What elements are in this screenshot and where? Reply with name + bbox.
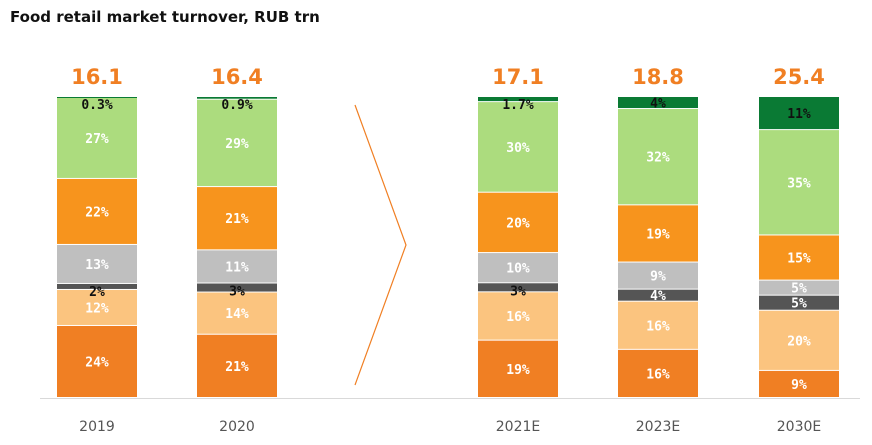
segment-label-2019-s6: 0.3% [81,98,112,113]
total-label-2020: 16.4 [211,65,263,89]
segment-label-2020-s6: 0.9% [221,98,252,113]
bar-segment-2019-s0 [57,325,137,397]
bar-segment-2020-s1 [197,292,277,334]
bar-segment-2023E-s3 [618,262,698,289]
bar-segment-2023E-s5 [618,109,698,205]
segment-label-2023E-s6: 4% [650,97,666,112]
bar-segment-2023E-s2 [618,289,698,301]
segment-label-2021E-s1: 16% [506,310,530,325]
segment-label-2021E-s0: 19% [506,363,530,378]
segment-label-2020-s2: 3% [229,285,245,300]
segment-label-2020-s0: 21% [225,360,249,375]
segment-label-2023E-s3: 9% [650,270,666,285]
segment-label-2020-s3: 11% [225,260,249,275]
segment-label-2023E-s1: 16% [646,319,670,334]
total-label-2021E: 17.1 [492,65,544,89]
bar-segment-2021E-s5 [478,102,558,192]
segment-label-2019-s3: 13% [85,258,109,273]
segment-label-2020-s1: 14% [225,307,249,322]
bar-segment-2020-s4 [197,187,277,250]
category-label-2023E: 2023E [636,419,680,435]
bar-segment-2020-s5 [197,99,277,187]
segment-label-2023E-s0: 16% [646,367,670,382]
segment-label-2023E-s2: 4% [650,289,666,304]
bar-segment-2019-s5 [57,97,137,178]
forecast-arrow [354,104,407,386]
total-label-2019: 16.1 [71,65,123,89]
segment-label-2030E-s6: 11% [787,107,811,122]
bar-segment-2023E-s6 [618,97,698,109]
segment-label-2019-s1: 12% [85,301,109,316]
segment-label-2019-s4: 22% [85,205,109,220]
bar-segment-2021E-s1 [478,292,558,340]
bar-segment-2030E-s5 [759,130,839,235]
segment-label-2030E-s5: 35% [787,176,811,191]
bar-segment-2020-s6 [197,97,277,99]
chart-title: Food retail market turnover, RUB trn [10,8,320,26]
category-label-2020: 2020 [219,419,255,435]
bar-segment-2021E-s6 [478,97,558,102]
bar-segment-2030E-s1 [759,310,839,370]
bar-segment-2021E-s3 [478,253,558,283]
segment-label-2030E-s4: 15% [787,252,811,267]
segment-label-2019-s2: 2% [89,285,105,300]
bar-segment-2023E-s0 [618,349,698,397]
bar-segment-2021E-s0 [478,340,558,397]
bar-segment-2020-s0 [197,334,277,397]
bar-segment-2019-s1 [57,289,137,325]
segment-label-2020-s4: 21% [225,212,249,227]
bar-segment-2030E-s4 [759,235,839,280]
bar-segment-2019-s3 [57,244,137,283]
bar-segment-2019-s2 [57,283,137,289]
segment-label-2023E-s4: 19% [646,227,670,242]
segment-label-2023E-s5: 32% [646,151,670,166]
bar-segment-2021E-s2 [478,283,558,292]
bar-segment-2023E-s4 [618,205,698,262]
segment-label-2021E-s6: 1.7% [502,98,533,113]
segment-label-2030E-s0: 9% [791,378,807,393]
bar-segment-2019-s4 [57,178,137,244]
segment-label-2030E-s1: 20% [787,334,811,349]
total-label-2030E: 25.4 [773,65,825,89]
segment-label-2021E-s5: 30% [506,141,530,156]
category-label-2019: 2019 [79,419,115,435]
bar-segment-2030E-s6 [759,97,839,130]
category-label-2021E: 2021E [496,419,540,435]
segment-label-2021E-s3: 10% [506,262,530,277]
segment-label-2020-s5: 29% [225,137,249,152]
category-label-2030E: 2030E [777,419,821,435]
bar-segment-2030E-s0 [759,370,839,397]
segment-label-2030E-s2: 5% [791,297,807,312]
segment-label-2030E-s3: 5% [791,282,807,297]
bar-segment-2019-s6 [57,97,137,98]
bar-segment-2030E-s3 [759,280,839,295]
bar-segment-2020-s3 [197,250,277,283]
bar-segment-2023E-s1 [618,301,698,349]
segment-label-2021E-s4: 20% [506,216,530,231]
segment-label-2019-s0: 24% [85,355,109,370]
bar-segment-2021E-s4 [478,192,558,253]
total-label-2023E: 18.8 [632,65,684,89]
bar-segment-2030E-s2 [759,295,839,310]
bar-segment-2020-s2 [197,283,277,292]
segment-label-2019-s5: 27% [85,132,109,147]
segment-label-2021E-s2: 3% [510,284,526,299]
